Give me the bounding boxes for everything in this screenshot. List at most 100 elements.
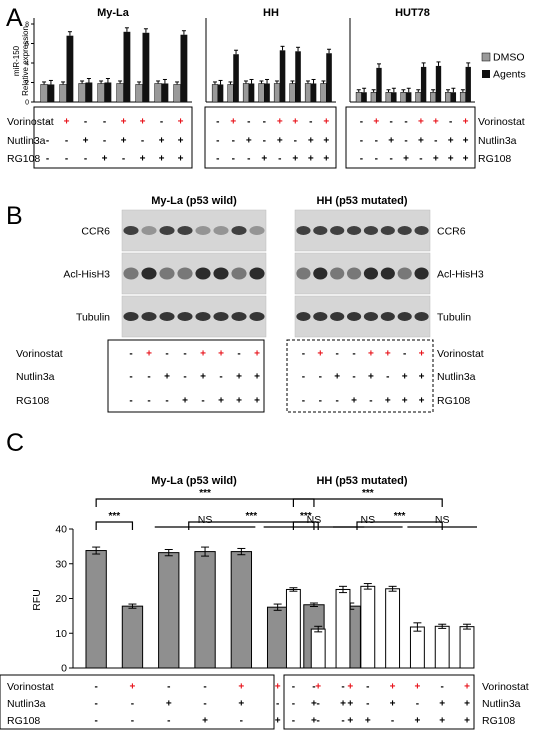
treatment-sign-vorinostat: + [323, 117, 329, 128]
bar-agents [361, 92, 367, 102]
treatment-row-label: RG108 [16, 395, 49, 407]
y-tick-label: 0 [61, 663, 67, 675]
y-tick-label: 10 [55, 628, 67, 640]
blot-band [249, 226, 265, 235]
significance-bracket [188, 521, 315, 530]
treatment-sign-vorinostat: - [309, 117, 312, 128]
treatment-sign-rg108: + [236, 396, 242, 407]
blot-band [330, 312, 345, 321]
treatment-sign-vorinostat: - [237, 349, 240, 360]
treatment-table-box [345, 106, 476, 169]
treatment-sign-rg108: + [385, 396, 391, 407]
bar-agents [376, 67, 382, 102]
bar-dmso [116, 83, 124, 103]
treatment-sign-vorinostat: - [441, 682, 444, 693]
protein-label: Acl-HisH3 [437, 269, 484, 281]
bar-agents [123, 31, 131, 102]
blot-band [296, 312, 311, 321]
treatment-sign-vorinostat: - [167, 682, 170, 693]
treatment-sign-rg108: + [159, 154, 165, 165]
blot-band [414, 226, 429, 235]
bar-dmso [370, 92, 377, 103]
ns-label: NS [361, 514, 376, 526]
bar-agents [391, 92, 397, 102]
treatment-sign-vorinostat: - [203, 682, 206, 693]
treatment-sign-rg108: + [261, 154, 267, 165]
significance-label: *** [362, 488, 374, 499]
y-tick-label: 20 [55, 593, 67, 605]
treatment-sign-nutlin3a: - [434, 136, 437, 147]
blot-band [213, 312, 229, 321]
treatment-sign-rg108: - [46, 154, 49, 165]
y-axis-label: RFU [31, 589, 43, 611]
treatment-sign-vorinostat: + [254, 349, 260, 360]
y-tick-label: 0 [25, 100, 29, 107]
blot-band [330, 267, 345, 280]
bar-agents [465, 66, 471, 102]
blot-band [177, 267, 193, 280]
treatment-row-label: Nutlin3a [7, 698, 46, 710]
group-title: My-La (p53 wild) [151, 475, 237, 487]
treatment-sign-nutlin3a: + [340, 699, 346, 710]
treatment-sign-nutlin3a: + [121, 136, 127, 147]
treatment-sign-nutlin3a: - [386, 372, 389, 383]
treatment-sign-vorinostat: + [146, 349, 152, 360]
blot-band [380, 226, 395, 235]
treatment-sign-nutlin3a: + [200, 372, 206, 383]
treatment-row-label: Vorinostat [16, 348, 63, 360]
treatment-sign-rg108: + [323, 154, 329, 165]
treatment-sign-nutlin3a: - [317, 699, 320, 710]
chart-title: HH [263, 7, 279, 19]
ns-label: NS [435, 514, 450, 526]
treatment-row-label: RG108 [437, 395, 470, 407]
treatment-sign-rg108: + [403, 154, 409, 165]
treatment-sign-nutlin3a: - [302, 372, 305, 383]
blot-band [397, 312, 412, 321]
treatment-sign-vorinostat: + [418, 117, 424, 128]
treatment-row-label: Vorinostat [437, 348, 484, 360]
significance-bracket [95, 521, 134, 530]
bar-dmso [78, 83, 86, 103]
treatment-sign-rg108: - [147, 396, 150, 407]
bar-agents [295, 51, 301, 102]
treatment-sign-rg108: - [391, 716, 394, 727]
treatment-sign-nutlin3a: - [65, 136, 68, 147]
treatment-sign-vorinostat: + [347, 682, 353, 693]
treatment-sign-rg108: - [375, 154, 378, 165]
treatment-sign-rg108: + [347, 716, 353, 727]
blot-band [249, 312, 265, 321]
rfu-bar [360, 585, 376, 669]
treatment-sign-nutlin3a: - [319, 372, 322, 383]
treatment-sign-nutlin3a: - [219, 372, 222, 383]
treatment-sign-rg108: + [292, 154, 298, 165]
bar-agents [279, 50, 286, 102]
treatment-sign-rg108: - [336, 396, 339, 407]
treatment-sign-rg108: - [292, 716, 295, 727]
bar-dmso [289, 83, 296, 103]
treatment-row-label: Vorinostat [7, 116, 54, 128]
treatment-sign-vorinostat: + [292, 117, 298, 128]
y-tick-label: 2 [25, 80, 29, 87]
protein-label: Acl-HisH3 [63, 269, 110, 281]
treatment-row-label: Vorinostat [478, 116, 525, 128]
bar-dmso [258, 83, 265, 103]
treatment-sign-vorinostat: - [312, 682, 315, 693]
blot-band [141, 226, 157, 235]
treatment-sign-nutlin3a: + [418, 136, 424, 147]
legend-swatch-dmso [481, 52, 491, 62]
treatment-sign-nutlin3a: - [46, 136, 49, 147]
y-tick-label: 8 [25, 22, 29, 29]
treatment-sign-nutlin3a: + [159, 136, 165, 147]
legend-label-agents: Agents [493, 69, 526, 81]
treatment-sign-vorinostat: - [449, 117, 452, 128]
blot-band [159, 312, 175, 321]
blot-band [195, 312, 211, 321]
treatment-sign-rg108: - [201, 396, 204, 407]
treatment-sign-nutlin3a: + [164, 372, 170, 383]
treatment-sign-rg108: + [311, 716, 317, 727]
treatment-sign-nutlin3a: + [277, 136, 283, 147]
treatment-sign-vorinostat: - [165, 349, 168, 360]
treatment-sign-nutlin3a: - [232, 136, 235, 147]
blot-band [346, 267, 362, 280]
treatment-sign-rg108: + [202, 716, 208, 727]
